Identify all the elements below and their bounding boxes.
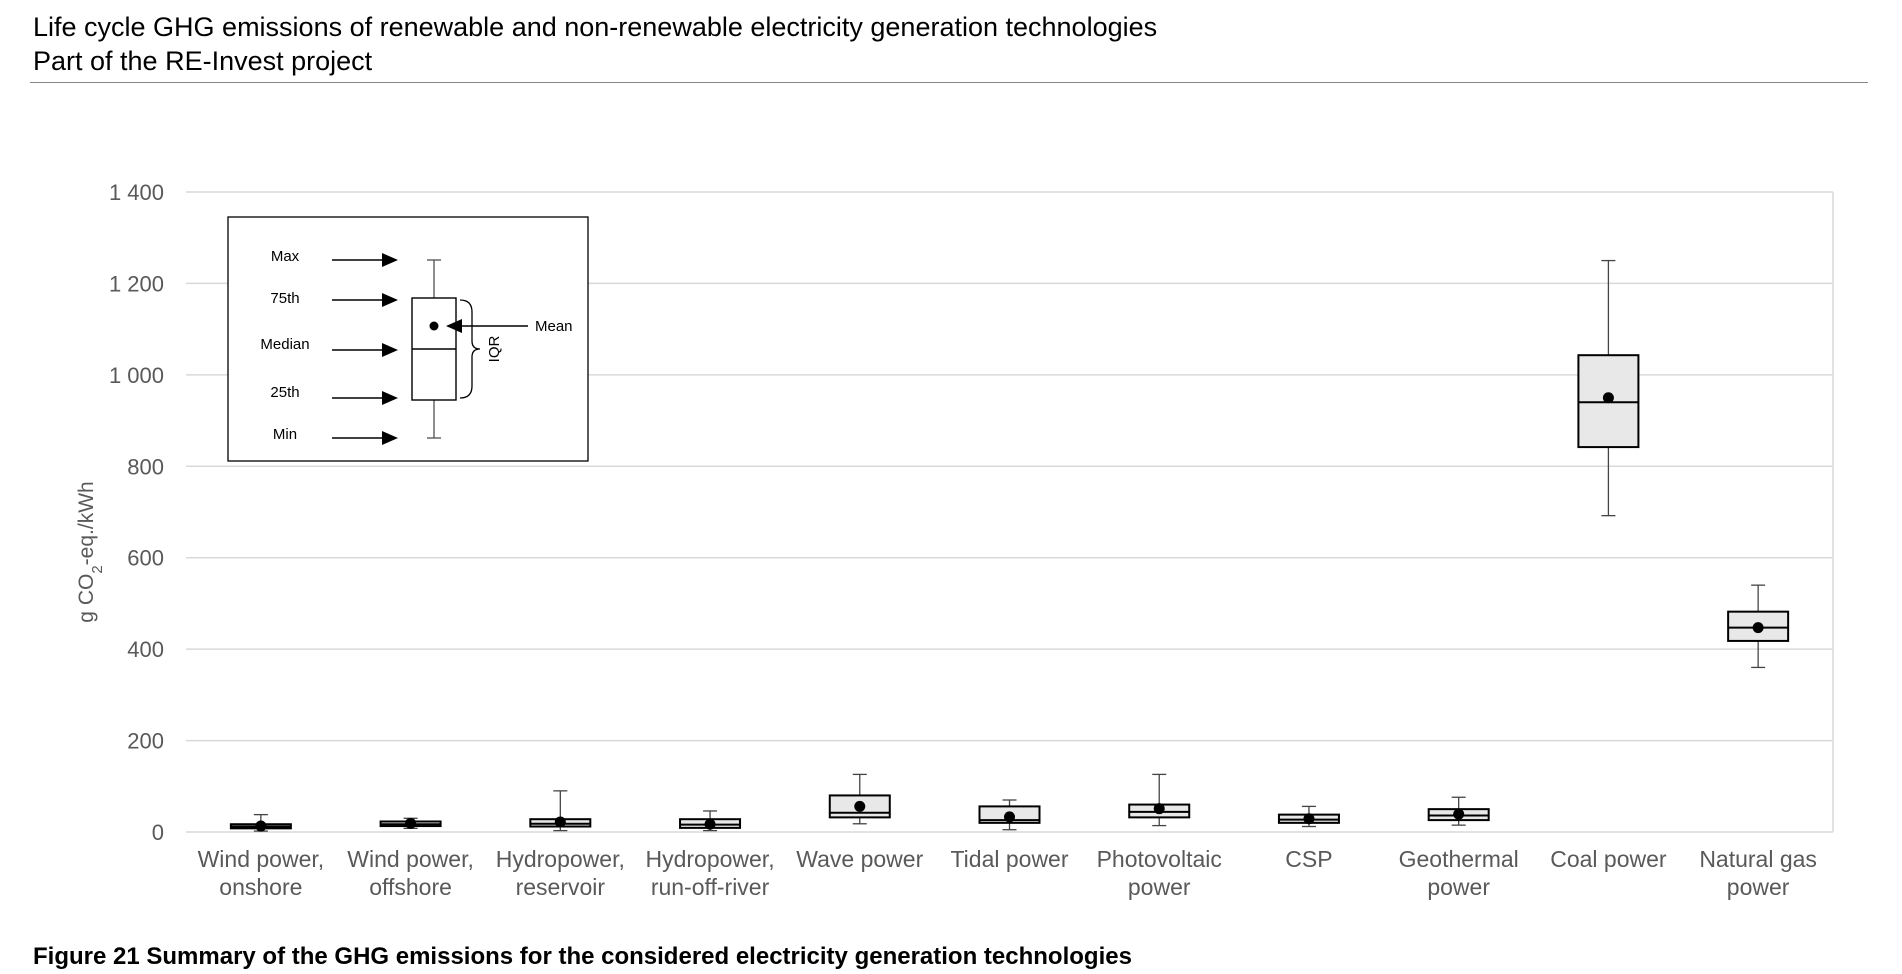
header-divider <box>30 82 1868 83</box>
header-subtitle: Part of the RE-Invest project <box>33 46 373 76</box>
y-axis-label: g CO2-eq./kWh <box>75 481 106 622</box>
box-8 <box>1427 796 1490 826</box>
legend-iqr-brace <box>459 299 481 399</box>
x-tick-label: Hydropower, reservoir <box>496 846 625 900</box>
box-mean <box>1453 808 1465 820</box>
y-tick-label: 800 <box>127 454 164 479</box>
y-tick-label: 1 000 <box>109 363 164 388</box>
box-mean <box>1602 392 1614 404</box>
box-6 <box>1128 773 1191 827</box>
box-mean <box>1752 622 1764 634</box>
box-mean <box>405 817 417 829</box>
box-10 <box>1727 584 1790 669</box>
legend-arrow-head <box>382 391 398 405</box>
legend-label: Max <box>271 248 300 265</box>
y-tick-label: 600 <box>127 546 164 571</box>
y-tick-label: 1 400 <box>109 180 164 205</box>
legend: Max 75th Median 25th Min Mean IQR <box>227 216 589 462</box>
legend-label: 25th <box>270 384 299 401</box>
y-axis-ticks: 0 200 400 600 800 1 000 1 200 1 400 <box>109 180 164 845</box>
x-tick-label: Photovoltaic power <box>1097 846 1222 900</box>
legend-label: 75th <box>270 290 299 307</box>
box-mean <box>1004 811 1015 823</box>
x-axis-labels: Wind power, onshore Wind power, offshore Hyd… <box>198 846 1817 900</box>
legend-arrow-head <box>382 431 398 445</box>
box-3 <box>679 810 742 832</box>
y-tick-label: 0 <box>152 820 164 845</box>
box-mean <box>1303 813 1315 825</box>
x-tick-label: Wave power <box>796 846 923 872</box>
legend-arrow-head <box>382 343 398 357</box>
box-7 <box>1277 805 1340 828</box>
x-tick-label: Wind power, offshore <box>347 846 474 900</box>
box-0 <box>229 813 292 832</box>
y-tick-label: 400 <box>127 637 164 662</box>
box-4 <box>828 773 891 825</box>
y-tick-label: 1 200 <box>109 271 164 296</box>
box-mean <box>1153 803 1165 815</box>
legend-arrow-head <box>382 293 398 307</box>
box-5 <box>978 799 1041 831</box>
legend-mean-arrow-head <box>446 319 462 333</box>
legend-arrow-head <box>382 253 398 267</box>
box-mean <box>854 800 866 812</box>
x-tick-label: Coal power <box>1550 846 1667 872</box>
box-mean <box>704 818 716 830</box>
x-tick-label: Wind power, onshore <box>198 846 325 900</box>
legend-mean-label: Mean <box>535 318 573 335</box>
y-tick-label: 200 <box>127 729 164 754</box>
box-1 <box>379 817 442 829</box>
box-series <box>229 259 1790 832</box>
legend-label: Median <box>260 336 309 353</box>
box-mean <box>554 816 566 828</box>
legend-label: Min <box>273 426 297 443</box>
legend-iqr-label: IQR <box>486 336 503 363</box>
box-2 <box>529 790 592 832</box>
x-tick-label: Tidal power <box>950 846 1068 872</box>
x-tick-label: CSP <box>1285 846 1332 872</box>
figure-caption: Figure 21 Summary of the GHG emissions f… <box>33 943 1132 970</box>
box-iqr <box>1577 354 1640 449</box>
x-tick-label: Geothermal power <box>1399 846 1519 900</box>
header-title: Life cycle GHG emissions of renewable an… <box>33 12 1158 42</box>
legend-frame <box>227 216 589 462</box>
x-tick-label: Natural gas power <box>1699 846 1817 900</box>
box-9 <box>1577 259 1640 517</box>
legend-mean-dot <box>429 321 439 331</box>
box-mean <box>255 820 267 832</box>
x-tick-label: Hydropower, run-off-river <box>645 846 774 900</box>
